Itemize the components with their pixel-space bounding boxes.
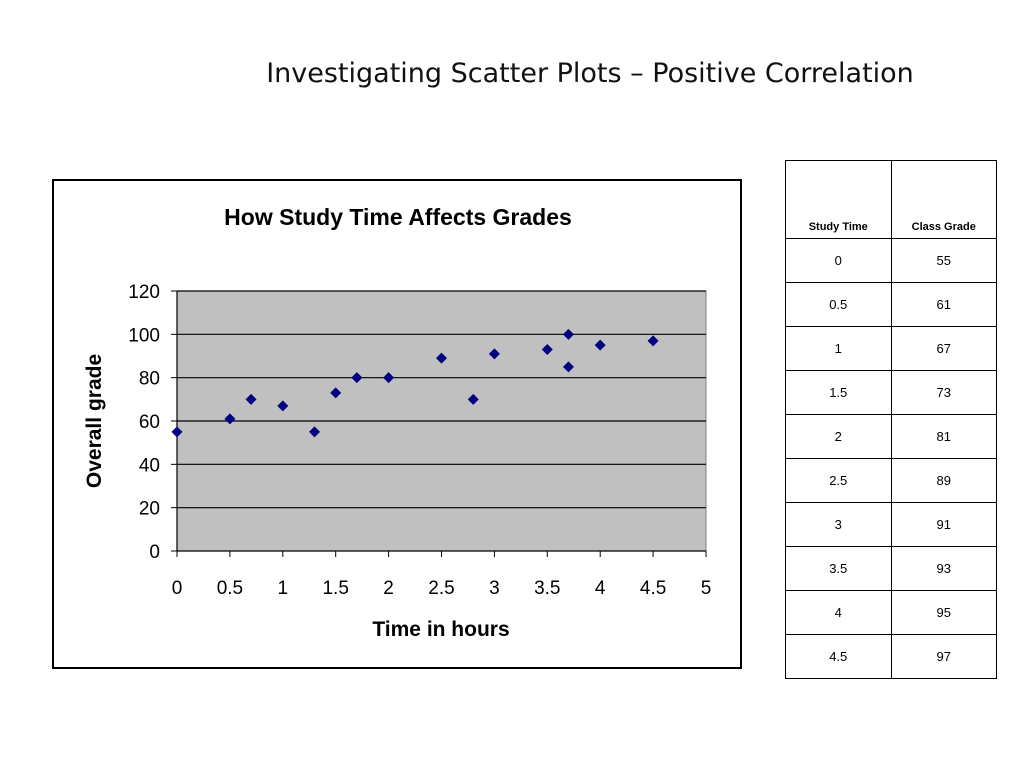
- study-time-cell: 3.5: [785, 546, 892, 591]
- study-time-cell: 0: [785, 238, 892, 283]
- x-tick-label: 5: [701, 578, 712, 599]
- x-tick-label: 1.5: [322, 578, 348, 599]
- data-point: [309, 426, 321, 438]
- data-point: [541, 344, 553, 355]
- y-tick-label: 0: [149, 542, 160, 563]
- y-tick-labels: 0 20 40 60 80 100 120: [128, 282, 160, 563]
- chart-canvas: How Study Time Affects Grades 0204060801…: [83, 204, 712, 641]
- study-time-cell: 1: [785, 326, 892, 371]
- x-tick-label: 0: [172, 578, 183, 599]
- x-tick-label: 3.5: [534, 578, 560, 599]
- scatter-chart: How Study Time Affects Grades 0 20 40 60 80 1…: [52, 179, 742, 669]
- class-grade-cell: 89: [890, 458, 997, 503]
- data-point: [594, 339, 606, 351]
- header-class-grade: Class Grade: [890, 160, 997, 239]
- class-grade-cell: 81: [890, 414, 997, 459]
- study-time-cell: 2: [785, 414, 892, 459]
- y-tick-label: 80: [139, 369, 160, 390]
- y-tick-label: 120: [128, 282, 160, 303]
- data-point: [488, 348, 500, 360]
- y-tick-label: 20: [139, 499, 160, 520]
- gridlines: [177, 290, 706, 509]
- table-row: 2.5 89: [785, 458, 997, 503]
- study-time-cell: 3: [785, 502, 892, 547]
- data-point: [647, 335, 659, 347]
- table-row: 4.5 97: [785, 634, 997, 679]
- axes: [171, 290, 707, 557]
- data-point: [467, 393, 479, 405]
- data-point: [351, 372, 363, 384]
- slide-title: Investigating Scatter Plots – Positive C…: [266, 58, 914, 89]
- x-tick-label: 1: [278, 578, 289, 599]
- table-header-row: Study Time Class Grade: [785, 160, 997, 239]
- table-row: 2 81: [785, 414, 997, 459]
- x-tick-label: 0.5: [217, 578, 243, 599]
- study-time-cell: 4: [785, 590, 892, 635]
- study-time-cell: 4.5: [785, 634, 892, 679]
- class-grade-cell: 61: [890, 282, 997, 327]
- class-grade-cell: 67: [890, 326, 997, 371]
- chart-title: How Study Time Affects Grades: [224, 204, 572, 230]
- x-tick-label: 4: [595, 578, 606, 599]
- study-time-cell: 0.5: [785, 282, 892, 327]
- data-point: [171, 426, 183, 438]
- table-row: 1.5 73: [785, 370, 997, 415]
- data-point: [245, 393, 257, 405]
- data-point: [436, 352, 447, 364]
- data-point: [277, 400, 289, 412]
- table-body: 0 55 0.5 61 1 67 1.5 73 2 81 2.5 89 3 91 3.5 93 4 95 4.5 97: [785, 238, 997, 679]
- table-row: 3 91: [785, 502, 997, 547]
- data-point: [562, 328, 574, 340]
- class-grade-cell: 97: [890, 634, 997, 679]
- y-tick-label: 60: [139, 412, 160, 433]
- data-points: [171, 328, 659, 438]
- x-axis-title: Time in hours: [372, 618, 509, 641]
- class-grade-cell: 93: [890, 546, 997, 591]
- class-grade-cell: 95: [890, 590, 997, 635]
- class-grade-cell: 55: [890, 238, 997, 283]
- table-row: 3.5 93: [785, 546, 997, 591]
- header-study-time: Study Time: [785, 160, 892, 239]
- y-tick-label: 100: [128, 325, 160, 346]
- table-row: 4 95: [785, 590, 997, 635]
- x-tick-label: 2.5: [428, 578, 454, 599]
- table-row: 0.5 61: [785, 282, 997, 327]
- x-tick-label: 4.5: [640, 578, 666, 599]
- study-time-cell: 1.5: [785, 370, 892, 415]
- data-table: Study Time Class Grade 0 55 0.5 61 1 67 1.5 73 2…: [785, 160, 997, 679]
- x-tick-labels: 0 0.5 1 1.5 2 2.5 3 3.5 4 4.5 5: [172, 578, 712, 599]
- x-tick-label: 2: [383, 578, 394, 599]
- study-time-cell: 2.5: [785, 458, 892, 503]
- data-point: [224, 413, 236, 425]
- table-row: 0 55: [785, 238, 997, 283]
- data-point: [383, 372, 395, 384]
- data-point: [562, 361, 574, 373]
- table-row: 1 67: [785, 326, 997, 371]
- x-tick-label: 3: [489, 578, 500, 599]
- class-grade-cell: 73: [890, 370, 997, 415]
- data-point: [330, 387, 342, 399]
- y-tick-label: 40: [139, 455, 160, 476]
- y-axis-title: Overall grade: [83, 354, 106, 488]
- class-grade-cell: 91: [890, 502, 997, 547]
